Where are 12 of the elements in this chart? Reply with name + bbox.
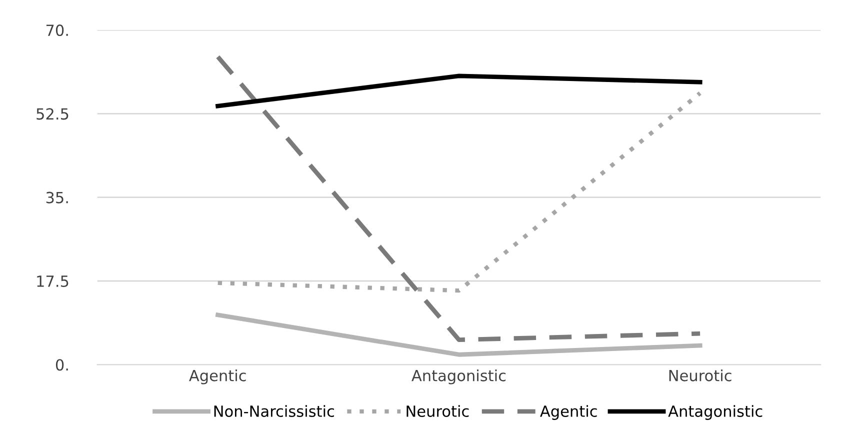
y-tick-label: 70. [46,24,68,36]
legend-label: Antagonistic [668,405,762,420]
legend-label: Non-Narcissistic [214,405,334,417]
y-tick-label: 0. [56,359,68,371]
y-tick-label: 17.5 [37,276,68,288]
x-tick-label: Neurotic [669,370,732,382]
legend-label: Agentic [540,405,597,420]
y-tick-label: 35. [46,192,68,204]
x-tick-label: Antagonistic [412,370,506,384]
y-tick-label: 52.5 [36,108,68,120]
x-tick-label: Agentic [189,370,246,384]
legend-label: Neurotic [406,405,469,417]
